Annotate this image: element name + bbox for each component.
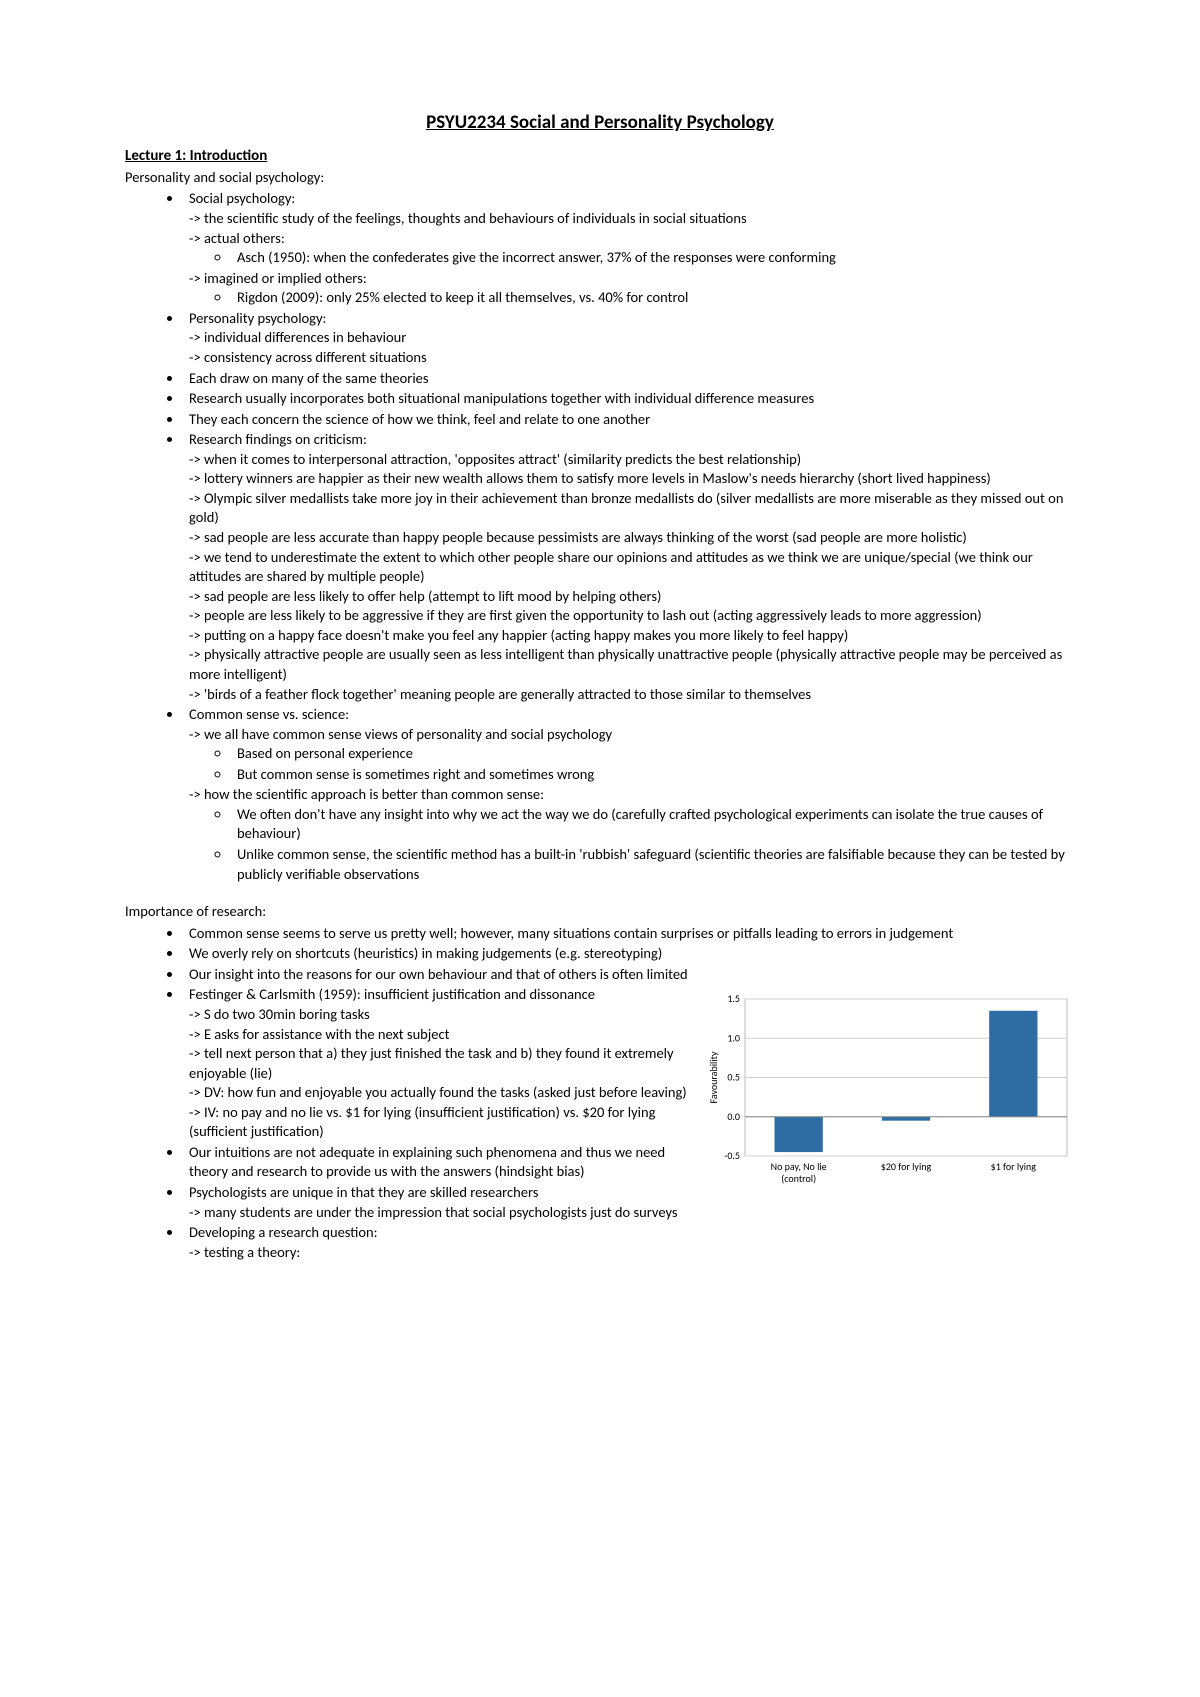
bullet-text: Social psychology: (189, 189, 295, 207)
svg-text:(control): (control) (781, 1172, 816, 1185)
sub-line: -> 'birds of a feather flock together' m… (189, 685, 1075, 705)
bullet-text: Research findings on criticism: (189, 430, 367, 448)
bar-chart-svg: -0.50.00.51.01.5No pay, No lie(control)$… (705, 989, 1075, 1194)
favourability-chart: -0.50.00.51.01.5No pay, No lie(control)$… (705, 989, 1075, 1194)
bullet-list-1: Social psychology: -> the scientific stu… (125, 189, 1075, 884)
svg-text:$1 for lying: $1 for lying (991, 1160, 1037, 1173)
svg-text:Favourability: Favourability (707, 1051, 720, 1103)
list-item: But common sense is sometimes right and … (231, 765, 1075, 785)
bullet-text: Common sense vs. science: (189, 705, 349, 723)
list-item: Common sense seems to serve us pretty we… (183, 924, 1075, 944)
list-item: Asch (1950): when the confederates give … (231, 248, 1075, 268)
bullet-text: Psychologists are unique in that they ar… (189, 1183, 538, 1201)
sub-line: -> sad people are less accurate than hap… (189, 528, 1075, 548)
svg-text:0.0: 0.0 (727, 1110, 740, 1123)
section-heading: Importance of research: (125, 902, 1075, 922)
bullet-list-2: Common sense seems to serve us pretty we… (125, 924, 1075, 1263)
sub-line: -> many students are under the impressio… (189, 1203, 1075, 1223)
sub-line: -> individual differences in behaviour (189, 328, 1075, 348)
sub-line: -> imagined or implied others: (189, 269, 1075, 289)
sub-list: We often don't have any insight into why… (189, 805, 1075, 884)
sub-line: -> when it comes to interpersonal attrac… (189, 450, 1075, 470)
sub-line: -> consistency across different situatio… (189, 348, 1075, 368)
list-item: Personality psychology: -> individual di… (183, 309, 1075, 368)
sub-line: -> how the scientific approach is better… (189, 785, 1075, 805)
sub-line: -> we all have common sense views of per… (189, 725, 1075, 745)
svg-text:1.5: 1.5 (727, 992, 740, 1005)
list-item: We overly rely on shortcuts (heuristics)… (183, 944, 1075, 964)
list-item: Social psychology: -> the scientific stu… (183, 189, 1075, 307)
svg-text:1.0: 1.0 (727, 1032, 740, 1045)
list-item: Our insight into the reasons for our own… (183, 965, 1075, 985)
sub-line: -> the scientific study of the feelings,… (189, 209, 1075, 229)
list-item: We often don't have any insight into why… (231, 805, 1075, 844)
list-item: -0.50.00.51.01.5No pay, No lie(control)$… (183, 985, 1075, 1142)
svg-text:-0.5: -0.5 (724, 1149, 740, 1162)
sub-list: Rigdon (2009): only 25% elected to keep … (189, 288, 1075, 308)
sub-list: Asch (1950): when the confederates give … (189, 248, 1075, 268)
sub-list: Based on personal experience But common … (189, 744, 1075, 784)
bullet-text: Festinger & Carlsmith (1959): insufficie… (189, 985, 595, 1003)
sub-line: -> Olympic silver medallists take more j… (189, 489, 1075, 528)
list-item: Rigdon (2009): only 25% elected to keep … (231, 288, 1075, 308)
list-item: Common sense vs. science: -> we all have… (183, 705, 1075, 884)
svg-text:0.5: 0.5 (727, 1071, 740, 1084)
sub-line: -> we tend to underestimate the extent t… (189, 548, 1075, 587)
page-title: PSYU2234 Social and Personality Psycholo… (125, 110, 1075, 136)
sub-line: -> actual others: (189, 229, 1075, 249)
bullet-text: Developing a research question: (189, 1223, 378, 1241)
sub-line: -> putting on a happy face doesn't make … (189, 626, 1075, 646)
list-item: Research findings on criticism: -> when … (183, 430, 1075, 704)
list-item: Based on personal experience (231, 744, 1075, 764)
sub-line: -> sad people are less likely to offer h… (189, 587, 1075, 607)
sub-line: -> people are less likely to be aggressi… (189, 606, 1075, 626)
list-item: Developing a research question: -> testi… (183, 1223, 1075, 1262)
sub-line: -> testing a theory: (189, 1243, 1075, 1263)
list-item: Each draw on many of the same theories (183, 369, 1075, 389)
sub-line: -> lottery winners are happier as their … (189, 469, 1075, 489)
lecture-heading: Lecture 1: Introduction (125, 146, 1075, 166)
section-heading: Personality and social psychology: (125, 168, 1075, 188)
sub-line: -> physically attractive people are usua… (189, 645, 1075, 684)
bullet-text: Personality psychology: (189, 309, 326, 327)
list-item: They each concern the science of how we … (183, 410, 1075, 430)
list-item: Research usually incorporates both situa… (183, 389, 1075, 409)
svg-text:$20 for lying: $20 for lying (881, 1160, 932, 1173)
list-item: Unlike common sense, the scientific meth… (231, 845, 1075, 884)
